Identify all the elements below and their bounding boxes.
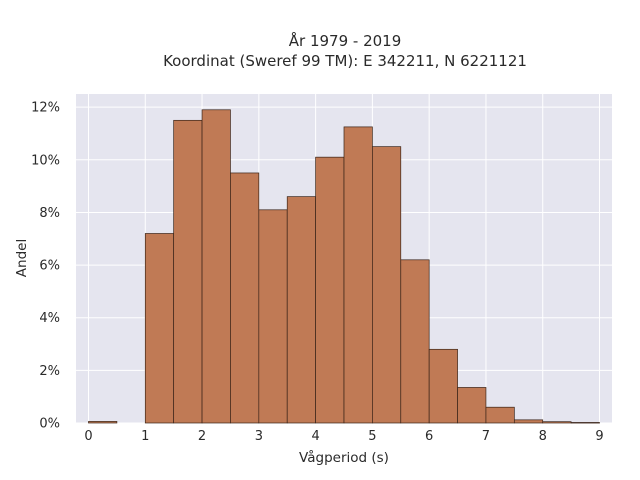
x-tick-label: 5 xyxy=(368,429,376,444)
histogram-bar xyxy=(400,259,430,424)
histogram-bar xyxy=(372,146,402,424)
histogram-bar xyxy=(485,406,515,424)
histogram-bar xyxy=(343,126,373,424)
x-tick-label: 8 xyxy=(539,429,547,444)
x-tick-label: 1 xyxy=(141,429,149,444)
histogram-bar xyxy=(428,348,458,424)
y-tick-label: 6% xyxy=(39,259,60,274)
histogram-bar xyxy=(144,233,175,424)
x-tick-label: 7 xyxy=(482,429,490,444)
x-tick-label: 0 xyxy=(84,429,92,444)
chart-title-line2: Koordinat (Sweref 99 TM): E 342211, N 62… xyxy=(163,52,527,70)
y-tick-label: 0% xyxy=(39,417,60,432)
y-tick-label: 4% xyxy=(39,311,60,326)
histogram-bar xyxy=(230,172,260,424)
y-tick-labels: 0% 2% 4% 6% 8% 10% 12% xyxy=(31,101,60,432)
histogram-bar xyxy=(258,209,288,424)
x-tick-label: 9 xyxy=(595,429,603,444)
histogram-bar xyxy=(286,196,316,424)
histogram-bar xyxy=(88,421,118,424)
x-tick-label: 2 xyxy=(198,429,206,444)
x-tick-label: 6 xyxy=(425,429,433,444)
histogram-bar xyxy=(315,156,345,424)
x-axis-label: Vågperiod (s) xyxy=(299,449,389,466)
y-axis-label: Andel xyxy=(14,239,30,277)
histogram-bars xyxy=(88,109,600,424)
histogram-bar xyxy=(457,387,487,424)
histogram-bar xyxy=(570,422,600,424)
y-tick-label: 10% xyxy=(31,153,60,168)
histogram-bar xyxy=(542,421,572,424)
y-tick-label: 12% xyxy=(31,101,60,116)
x-tick-labels: 0 1 2 3 4 5 6 7 8 9 xyxy=(84,429,603,444)
chart-title-line1: År 1979 - 2019 xyxy=(289,31,402,50)
histogram-bar xyxy=(513,419,544,424)
y-tick-label: 2% xyxy=(39,364,60,379)
x-tick-label: 3 xyxy=(255,429,263,444)
histogram-bar xyxy=(201,109,231,424)
histogram-bar xyxy=(173,119,203,424)
x-tick-label: 4 xyxy=(311,429,319,444)
y-tick-label: 8% xyxy=(39,206,60,221)
